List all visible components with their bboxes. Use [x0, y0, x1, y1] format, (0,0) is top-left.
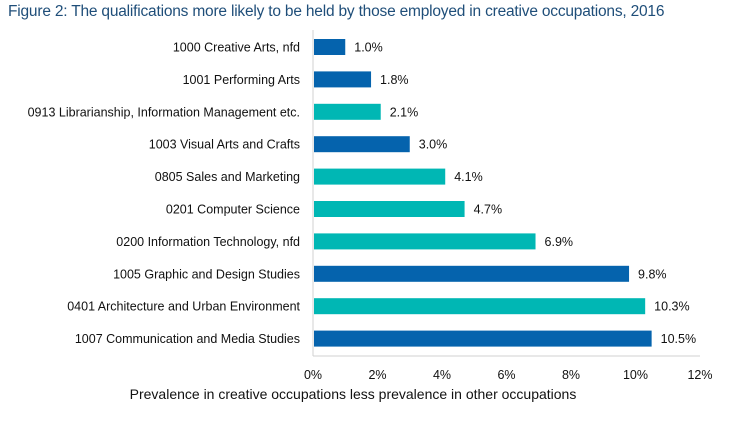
category-label: 1005 Graphic and Design Studies [113, 267, 300, 281]
data-label: 1.0% [354, 41, 383, 55]
data-label: 1.8% [380, 73, 409, 87]
bar [314, 71, 372, 88]
bar [314, 168, 446, 185]
bar [314, 298, 646, 315]
x-tick-label: 12% [687, 368, 712, 382]
x-ticks-layer: 0% 2% 4% 6% 8% 10% 12% [304, 368, 713, 382]
x-tick-label: 0% [304, 368, 322, 382]
bar [314, 103, 381, 120]
bar [314, 39, 346, 55]
bar [314, 233, 536, 250]
category-label: 0401 Architecture and Urban Environment [67, 300, 300, 314]
x-tick-label: 8% [562, 368, 580, 382]
category-label: 1003 Visual Arts and Crafts [149, 138, 300, 152]
x-axis-title: Prevalence in creative occupations less … [130, 386, 577, 402]
x-tick-label: 4% [433, 368, 451, 382]
category-label: 0805 Sales and Marketing [155, 170, 300, 184]
category-label: 1001 Performing Arts [183, 73, 300, 87]
data-label: 9.8% [638, 267, 667, 281]
category-label: 1007 Communication and Media Studies [75, 332, 300, 346]
data-label: 10.5% [661, 332, 696, 346]
category-label: 1000 Creative Arts, nfd [173, 41, 300, 55]
category-label: 0201 Computer Science [166, 203, 300, 217]
data-label: 10.3% [654, 300, 689, 314]
data-label: 6.9% [545, 235, 574, 249]
category-label: 0200 Information Technology, nfd [116, 235, 300, 249]
x-tick-label: 6% [497, 368, 515, 382]
x-tick-label: 2% [368, 368, 386, 382]
data-label: 4.1% [454, 170, 483, 184]
x-tick-label: 10% [623, 368, 648, 382]
chart-title: Figure 2: The qualifications more likely… [8, 3, 665, 20]
bars-layer: 1000 Creative Arts, nfd 1.0% 1001 Performi… [28, 39, 696, 347]
bar [314, 136, 410, 153]
data-label: 3.0% [419, 138, 448, 152]
data-label: 4.7% [474, 203, 503, 217]
bar [314, 265, 630, 282]
category-label: 0913 Librarianship, Information Manageme… [28, 105, 300, 119]
bar [314, 330, 652, 347]
bar [314, 201, 465, 217]
data-label: 2.1% [390, 105, 419, 119]
